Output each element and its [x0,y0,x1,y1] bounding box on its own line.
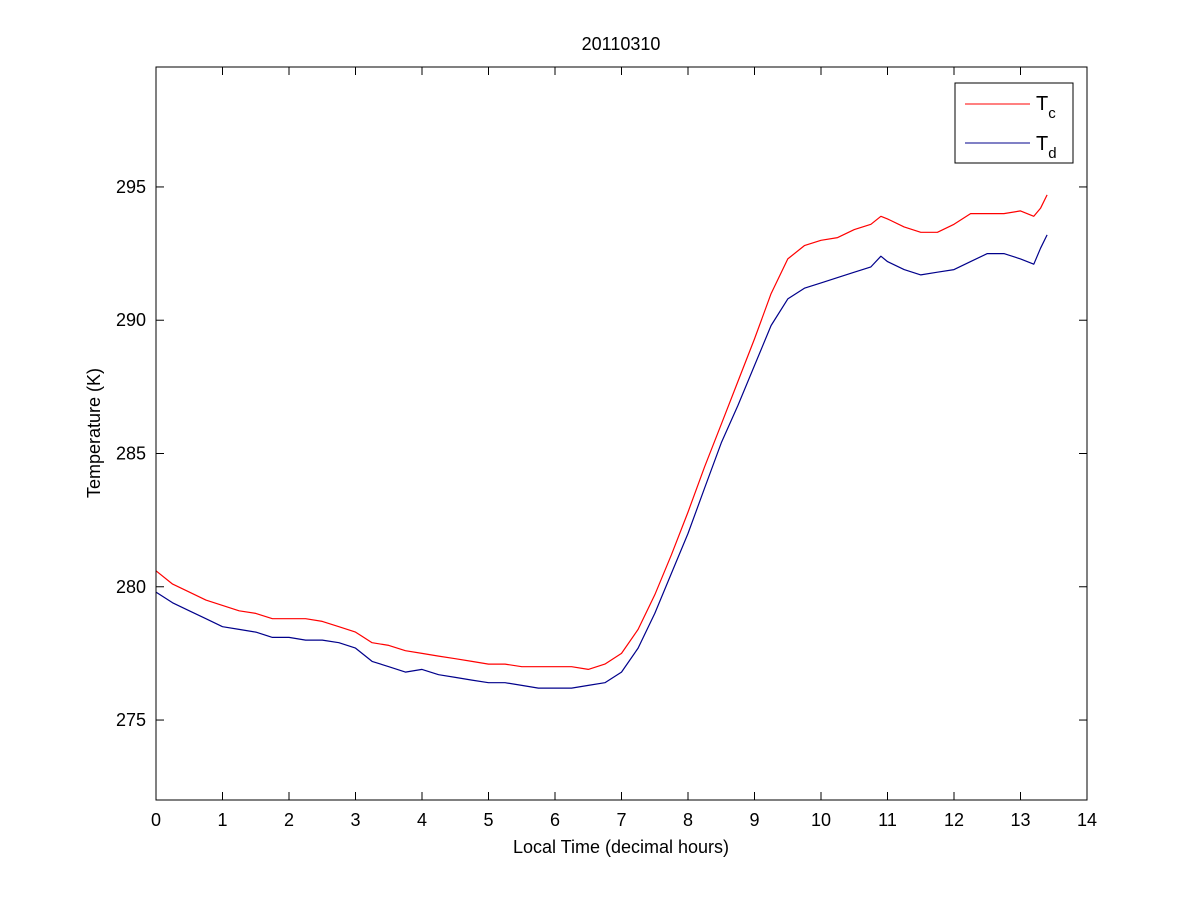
x-tick-label: 6 [550,810,560,830]
y-tick-label: 290 [116,310,146,330]
y-tick-label: 285 [116,443,146,463]
x-tick-label: 13 [1010,810,1030,830]
y-axis-label: Temperature (K) [84,368,104,498]
y-tick-label: 275 [116,710,146,730]
legend-label-tc: Tc [1036,93,1056,122]
x-tick-label: 10 [811,810,831,830]
x-tick-label: 4 [417,810,427,830]
legend: Tc Td [954,82,1074,164]
series-line-td [155,234,1048,689]
x-tick-label: 14 [1077,810,1097,830]
x-tick-label: 11 [878,810,897,830]
x-tick-label: 12 [944,810,964,830]
legend-label-td: Td [1036,133,1057,162]
y-tick-label: 280 [116,577,146,597]
chart-title: 20110310 [582,34,661,54]
x-tick-label: 8 [683,810,693,830]
x-tick-label: 7 [616,810,626,830]
axes-box [155,66,1088,801]
x-tick-label: 5 [483,810,493,830]
x-tick-label: 9 [749,810,759,830]
series-layer [155,194,1048,689]
legend-box [954,82,1074,164]
y-tick-label: 295 [116,177,146,197]
x-tick-label: 3 [350,810,360,830]
series-line-tc [155,194,1048,671]
x-tick-label: 2 [284,810,294,830]
x-axis-label: Local Time (decimal hours) [513,837,729,857]
x-tick-label: 0 [151,810,161,830]
x-tick-label: 1 [217,810,227,830]
